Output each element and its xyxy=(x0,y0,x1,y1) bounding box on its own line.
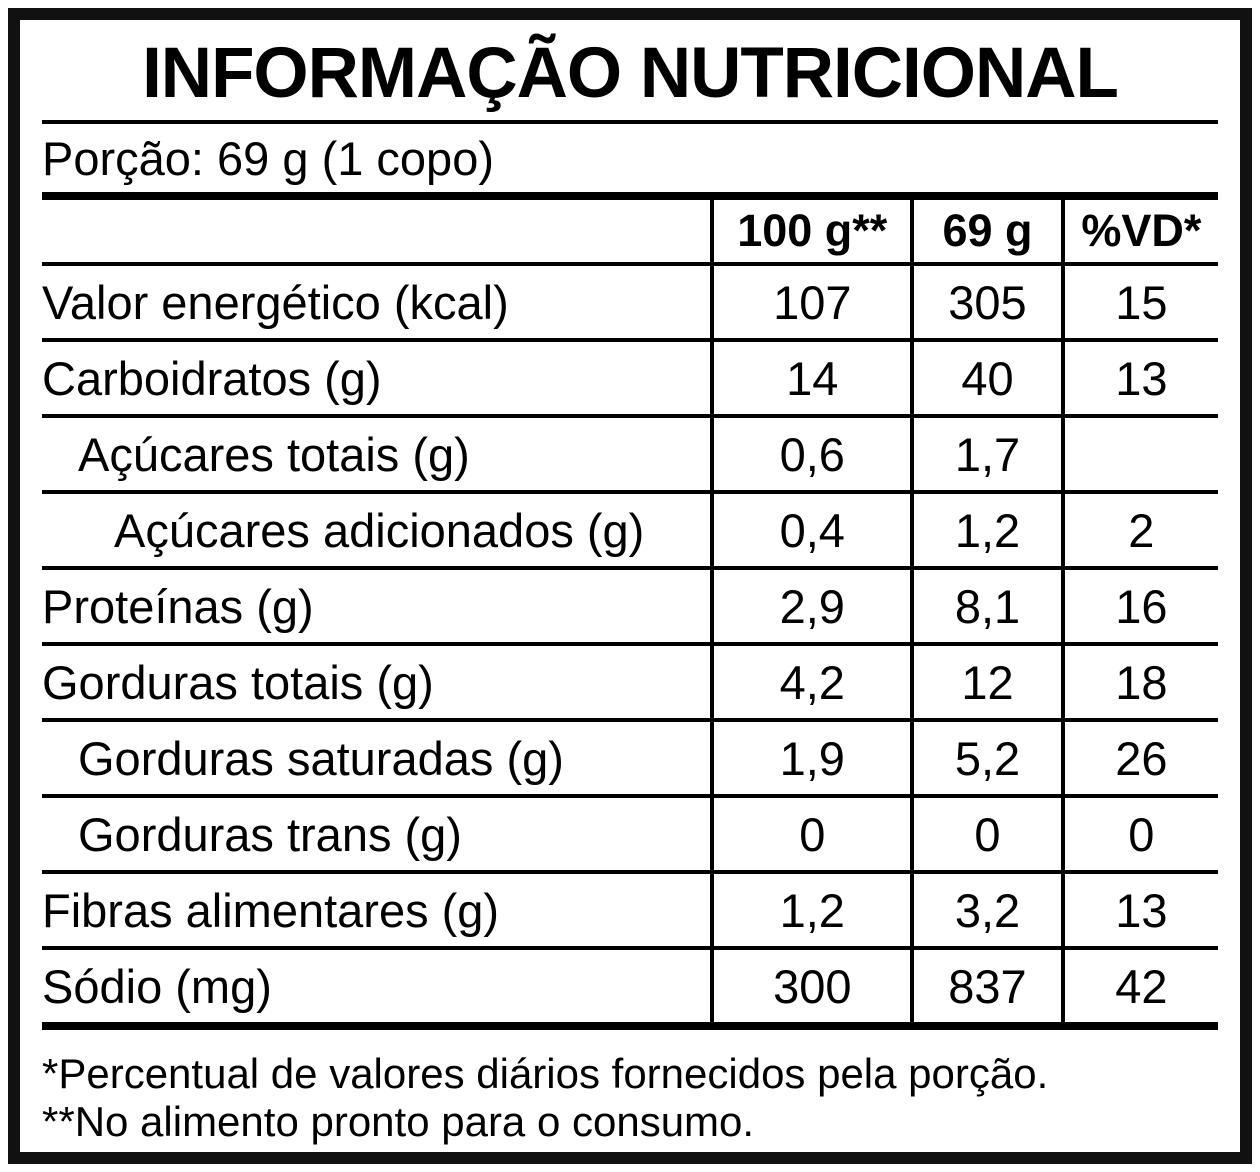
value-per-portion: 837 xyxy=(910,948,1063,1026)
value-per-portion: 40 xyxy=(910,340,1063,418)
value-per-portion: 1,2 xyxy=(910,492,1063,570)
value-per-100g: 107 xyxy=(710,264,913,342)
value-per-100g: 1,2 xyxy=(710,872,913,950)
table-row: Gorduras saturadas (g) 1,9 5,2 26 xyxy=(42,720,1218,798)
value-percent-vd: 16 xyxy=(1060,568,1218,646)
portion-divider xyxy=(42,192,1218,200)
table-row: Carboidratos (g) 14 40 13 xyxy=(42,340,1218,418)
table-row: Gorduras totais (g) 4,2 12 18 xyxy=(42,644,1218,722)
value-percent-vd: 26 xyxy=(1060,720,1218,798)
table-row: Valor energético (kcal) 107 305 15 xyxy=(42,264,1218,342)
footnotes: *Percentual de valores diários fornecido… xyxy=(42,1050,1218,1146)
value-per-100g: 14 xyxy=(710,340,913,418)
table-row: Gorduras trans (g) 0 0 0 xyxy=(42,796,1218,874)
value-per-100g: 0,4 xyxy=(710,492,913,570)
value-per-100g: 1,9 xyxy=(710,720,913,798)
value-per-portion: 1,7 xyxy=(910,416,1063,494)
label-content: INFORMAÇÃO NUTRICIONAL Porção: 69 g (1 c… xyxy=(20,20,1240,1146)
table-row: Proteínas (g) 2,9 8,1 16 xyxy=(42,568,1218,646)
footnote-prepared-food: **No alimento pronto para o consumo. xyxy=(42,1098,755,1145)
value-per-portion: 12 xyxy=(910,644,1063,722)
value-percent-vd: 13 xyxy=(1060,872,1218,950)
footnote-daily-values: *Percentual de valores diários fornecido… xyxy=(42,1050,1049,1097)
col-header-nutrient xyxy=(42,200,713,266)
value-percent-vd: 15 xyxy=(1060,264,1218,342)
nutrient-label: Gorduras totais (g) xyxy=(42,644,713,722)
portion-text: Porção: 69 g (1 copo) xyxy=(42,132,494,185)
page-title: INFORMAÇÃO NUTRICIONAL xyxy=(142,34,1119,113)
value-per-portion: 305 xyxy=(910,264,1063,342)
col-header-per-100g: 100 g** xyxy=(710,200,913,266)
value-percent-vd: 0 xyxy=(1060,796,1218,874)
col-header-per-portion: 69 g xyxy=(910,200,1063,266)
nutrient-label: Fibras alimentares (g) xyxy=(42,872,713,950)
nutrient-label: Gorduras trans (g) xyxy=(42,796,713,874)
nutrition-label: INFORMAÇÃO NUTRICIONAL Porção: 69 g (1 c… xyxy=(8,8,1252,1164)
nutrient-label: Carboidratos (g) xyxy=(42,340,713,418)
value-per-100g: 2,9 xyxy=(710,568,913,646)
value-per-100g: 300 xyxy=(710,948,913,1026)
value-percent-vd: 18 xyxy=(1060,644,1218,722)
value-per-portion: 5,2 xyxy=(910,720,1063,798)
value-per-portion: 8,1 xyxy=(910,568,1063,646)
table-row: Fibras alimentares (g) 1,2 3,2 13 xyxy=(42,872,1218,950)
table-body: Valor energético (kcal) 107 305 15 Carboidra… xyxy=(42,264,1218,1026)
col-header-percent-vd: %VD* xyxy=(1060,200,1218,266)
title-divider xyxy=(42,120,1218,124)
value-percent-vd xyxy=(1060,416,1218,494)
value-per-100g: 4,2 xyxy=(710,644,913,722)
nutrient-label: Gorduras saturadas (g) xyxy=(42,720,713,798)
nutrient-label: Valor energético (kcal) xyxy=(42,264,713,342)
value-percent-vd: 13 xyxy=(1060,340,1218,418)
nutrient-label: Açúcares totais (g) xyxy=(42,416,713,494)
nutrient-label: Proteínas (g) xyxy=(42,568,713,646)
value-percent-vd: 42 xyxy=(1060,948,1218,1026)
value-per-100g: 0 xyxy=(710,796,913,874)
table-header-row: 100 g** 69 g %VD* xyxy=(42,200,1218,266)
table-row: Sódio (mg) 300 837 42 xyxy=(42,948,1218,1026)
value-percent-vd: 2 xyxy=(1060,492,1218,570)
nutrient-label: Sódio (mg) xyxy=(42,959,272,1013)
nutrition-table: 100 g** 69 g %VD* Valor energético (kcal… xyxy=(42,200,1218,1030)
table-row: Açúcares totais (g) 0,6 1,7 xyxy=(42,416,1218,494)
value-per-100g: 0,6 xyxy=(710,416,913,494)
value-per-portion: 0 xyxy=(910,796,1063,874)
nutrient-label: Açúcares adicionados (g) xyxy=(42,492,713,570)
value-per-portion: 3,2 xyxy=(910,872,1063,950)
table-row: Açúcares adicionados (g) 0,4 1,2 2 xyxy=(42,492,1218,570)
